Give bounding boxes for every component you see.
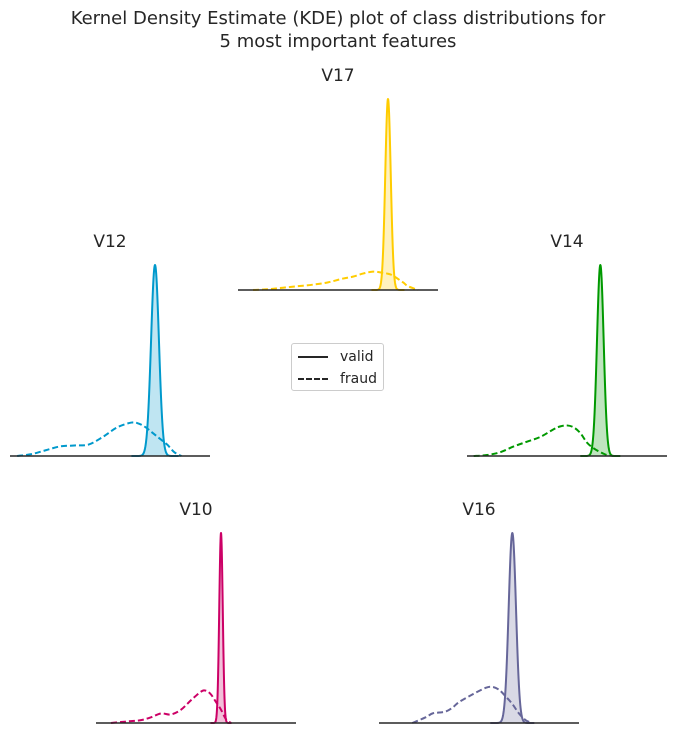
kde-fill-v16-valid [490, 533, 535, 723]
panel-title-v12: V12 [93, 232, 126, 252]
chart-title-line-1: Kernel Density Estimate (KDE) plot of cl… [70, 8, 606, 29]
panel-title-v10: V10 [179, 500, 212, 520]
panel-v12: V12 [10, 232, 210, 457]
panel-title-v17: V17 [321, 66, 354, 86]
legend-swatch-dashed [298, 378, 328, 380]
kde-line-v14-fraud [473, 424, 614, 457]
legend-label-fraud: fraud [340, 371, 378, 387]
panel-v10: V10 [96, 500, 296, 724]
legend-entry-fraud: fraud [298, 370, 377, 388]
kde-fill-v12-valid [131, 265, 179, 456]
kde-fill-v14-valid [580, 265, 621, 456]
legend-entry-valid: valid [298, 348, 374, 366]
panel-v16: V16 [379, 500, 579, 724]
legend: valid fraud [291, 343, 384, 391]
kde-fill-v17-valid [371, 99, 405, 290]
panel-v17: V17 [238, 66, 438, 291]
panel-v14: V14 [467, 232, 667, 457]
kde-line-v10-fraud [110, 689, 232, 724]
kde-line-v16-fraud [411, 685, 533, 724]
kde-fill-v10-valid [210, 533, 232, 723]
panel-title-v14: V14 [550, 232, 583, 252]
legend-label-valid: valid [340, 349, 374, 365]
panel-title-v16: V16 [462, 500, 495, 520]
kde-line-v12-fraud [17, 421, 182, 457]
chart-title-line-2: 5 most important features [219, 31, 457, 52]
kde-line-v17-fraud [252, 270, 419, 291]
chart-title: Kernel Density Estimate (KDE) plot of cl… [0, 7, 676, 53]
legend-swatch-solid [298, 356, 328, 358]
